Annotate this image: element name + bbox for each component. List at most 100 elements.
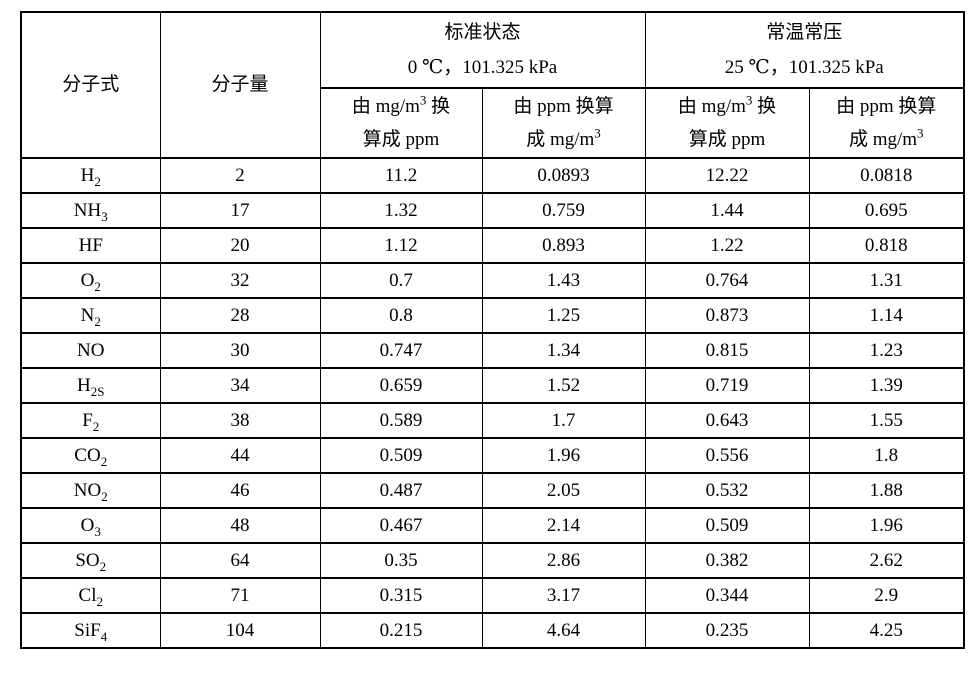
formula-cell: O3 (20, 507, 161, 544)
std-ppm-to-mg-cell: 1.7 (481, 402, 646, 439)
subheader-std-mg-to-ppm: 由 mg/m3 换算成 ppm (319, 87, 483, 159)
weight-cell: 20 (159, 227, 321, 264)
weight-cell: 30 (159, 332, 321, 369)
ntp-title: 常温常压 (766, 22, 843, 43)
std-ppm-to-mg-cell: 2.14 (481, 507, 646, 544)
weight-cell: 17 (159, 192, 321, 229)
formula-cell: SO2 (20, 542, 161, 579)
formula-cell: NO2 (20, 472, 161, 509)
std-mg-to-ppm-cell: 0.659 (319, 367, 483, 404)
weight-cell: 44 (159, 437, 321, 474)
weight-cell: 64 (159, 542, 321, 579)
ntp-mg-to-ppm-cell: 0.509 (644, 507, 810, 544)
formula-cell: O2 (20, 262, 161, 299)
subheader-line: 算成 ppm (362, 129, 440, 150)
standard-state-condition: 0 ℃，101.325 kPa (407, 57, 558, 78)
table-row: H2 2 11.2 0.0893 12.22 0.0818 (20, 157, 965, 194)
std-mg-to-ppm-cell: 11.2 (319, 157, 483, 194)
weight-cell: 71 (159, 577, 321, 614)
std-mg-to-ppm-cell: 0.589 (319, 402, 483, 439)
ntp-ppm-to-mg-cell: 1.96 (808, 507, 965, 544)
ntp-ppm-to-mg-cell: 2.9 (808, 577, 965, 614)
subheader-line: 算成 ppm (688, 129, 766, 150)
table-row: N2 28 0.8 1.25 0.873 1.14 (20, 297, 965, 334)
formula-cell: CO2 (20, 437, 161, 474)
ntp-mg-to-ppm-cell: 0.719 (644, 367, 810, 404)
header-weight: 分子量 (159, 11, 321, 159)
table-row: NO 30 0.747 1.34 0.815 1.23 (20, 332, 965, 369)
formula-cell: SiF4 (20, 612, 161, 649)
formula-cell: N2 (20, 297, 161, 334)
ntp-ppm-to-mg-cell: 1.8 (808, 437, 965, 474)
std-mg-to-ppm-cell: 0.7 (319, 262, 483, 299)
ntp-ppm-to-mg-cell: 0.818 (808, 227, 965, 264)
std-ppm-to-mg-cell: 4.64 (481, 612, 646, 649)
ntp-mg-to-ppm-cell: 1.22 (644, 227, 810, 264)
ntp-mg-to-ppm-cell: 0.815 (644, 332, 810, 369)
weight-cell: 38 (159, 402, 321, 439)
table-row: SiF4 104 0.215 4.64 0.235 4.25 (20, 612, 965, 649)
subheader-line: 由 mg/m3 换 (677, 92, 777, 117)
subheader-line: 成 mg/m3 (848, 125, 924, 150)
std-ppm-to-mg-cell: 0.0893 (481, 157, 646, 194)
std-ppm-to-mg-cell: 1.43 (481, 262, 646, 299)
ntp-ppm-to-mg-cell: 1.88 (808, 472, 965, 509)
formula-cell: H2S (20, 367, 161, 404)
table-row: O3 48 0.467 2.14 0.509 1.96 (20, 507, 965, 544)
ntp-ppm-to-mg-cell: 1.23 (808, 332, 965, 369)
std-mg-to-ppm-cell: 0.467 (319, 507, 483, 544)
std-ppm-to-mg-cell: 1.34 (481, 332, 646, 369)
ntp-mg-to-ppm-cell: 1.44 (644, 192, 810, 229)
header-group-ntp: 常温常压 25 ℃，101.325 kPa (644, 11, 965, 89)
ntp-ppm-to-mg-cell: 1.14 (808, 297, 965, 334)
std-mg-to-ppm-cell: 0.487 (319, 472, 483, 509)
weight-cell: 32 (159, 262, 321, 299)
ntp-mg-to-ppm-cell: 12.22 (644, 157, 810, 194)
formula-cell: F2 (20, 402, 161, 439)
ntp-ppm-to-mg-cell: 1.55 (808, 402, 965, 439)
conversion-table: 分子式 分子量 标准状态 0 ℃，101.325 kPa 常温常压 25 ℃，1… (20, 11, 965, 649)
subheader-line: 由 ppm 换算 (836, 96, 937, 117)
formula-cell: NO (20, 332, 161, 369)
table-row: SO2 64 0.35 2.86 0.382 2.62 (20, 542, 965, 579)
subheader-std-ppm-to-mg: 由 ppm 换算成 mg/m3 (481, 87, 646, 159)
std-ppm-to-mg-cell: 3.17 (481, 577, 646, 614)
weight-cell: 2 (159, 157, 321, 194)
table-row: NO2 46 0.487 2.05 0.532 1.88 (20, 472, 965, 509)
std-ppm-to-mg-cell: 1.52 (481, 367, 646, 404)
subheader-line: 成 mg/m3 (526, 125, 601, 150)
formula-cell: H2 (20, 157, 161, 194)
table-row: Cl2 71 0.315 3.17 0.344 2.9 (20, 577, 965, 614)
table-body: H2 2 11.2 0.0893 12.22 0.0818 NH3 17 1.32 0.759 1.… (20, 157, 965, 649)
header-formula: 分子式 (20, 11, 161, 159)
std-mg-to-ppm-cell: 1.32 (319, 192, 483, 229)
subheader-line: 由 mg/m3 换 (351, 92, 451, 117)
std-mg-to-ppm-cell: 0.8 (319, 297, 483, 334)
std-ppm-to-mg-cell: 0.893 (481, 227, 646, 264)
ntp-condition: 25 ℃，101.325 kPa (724, 57, 884, 78)
subheader-ntp-ppm-to-mg: 由 ppm 换算成 mg/m3 (808, 87, 965, 159)
header-formula-label: 分子式 (62, 74, 120, 96)
formula-cell: NH3 (20, 192, 161, 229)
table-row: H2S 34 0.659 1.52 0.719 1.39 (20, 367, 965, 404)
ntp-ppm-to-mg-cell: 0.0818 (808, 157, 965, 194)
std-ppm-to-mg-cell: 2.86 (481, 542, 646, 579)
table-row: CO2 44 0.509 1.96 0.556 1.8 (20, 437, 965, 474)
subheader-ntp-mg-to-ppm: 由 mg/m3 换算成 ppm (644, 87, 810, 159)
std-mg-to-ppm-cell: 0.747 (319, 332, 483, 369)
weight-cell: 34 (159, 367, 321, 404)
std-ppm-to-mg-cell: 2.05 (481, 472, 646, 509)
ntp-mg-to-ppm-cell: 0.556 (644, 437, 810, 474)
header-weight-label: 分子量 (211, 74, 269, 96)
ntp-ppm-to-mg-cell: 1.39 (808, 367, 965, 404)
std-ppm-to-mg-cell: 1.96 (481, 437, 646, 474)
ntp-mg-to-ppm-cell: 0.764 (644, 262, 810, 299)
weight-cell: 28 (159, 297, 321, 334)
weight-cell: 48 (159, 507, 321, 544)
table-row: O2 32 0.7 1.43 0.764 1.31 (20, 262, 965, 299)
std-mg-to-ppm-cell: 0.509 (319, 437, 483, 474)
subheader-line: 由 ppm 换算 (513, 96, 614, 117)
std-mg-to-ppm-cell: 0.315 (319, 577, 483, 614)
header-group-standard-state: 标准状态 0 ℃，101.325 kPa (319, 11, 646, 89)
ntp-mg-to-ppm-cell: 0.235 (644, 612, 810, 649)
